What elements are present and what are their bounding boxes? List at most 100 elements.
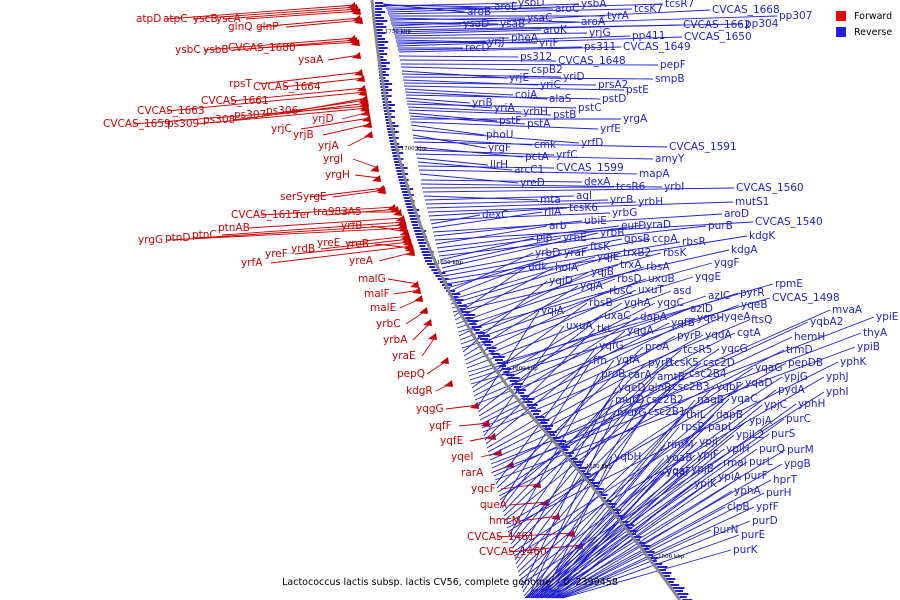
reverse-gene-label: proB <box>601 368 625 380</box>
rev-leader-line <box>527 412 616 599</box>
reverse-gene-label: pstE <box>626 84 649 96</box>
forward-gene-label: rpsT <box>229 78 252 90</box>
reverse-gene-label: ysbA <box>581 0 607 10</box>
rev-leader-line <box>396 35 631 45</box>
rev-leader-line <box>399 59 557 62</box>
forward-gene-label: yrfB <box>341 220 362 232</box>
forward-feature-arrow <box>400 229 409 236</box>
rev-leader-line <box>556 492 765 599</box>
fwd-leader-line <box>257 17 361 28</box>
reverse-feature-bar <box>375 5 387 7</box>
rev-leader-line <box>550 468 690 599</box>
reverse-gene-label: yqgF <box>714 257 740 269</box>
forward-gene-label: yqfF <box>429 420 452 432</box>
reverse-feature-bar <box>378 68 390 70</box>
rev-leader-line <box>410 124 485 136</box>
legend-reverse-swatch <box>836 27 846 37</box>
rev-leader-line <box>398 46 622 53</box>
rev-leader-line <box>385 7 554 10</box>
reverse-gene-label: phoU <box>486 129 513 141</box>
reverse-gene-label: yqaG <box>755 362 782 374</box>
reverse-gene-label: yrjG <box>589 27 611 39</box>
reverse-gene-label: rbsK <box>663 247 687 259</box>
reverse-gene-label: papL <box>708 421 734 433</box>
rev-leader-line <box>463 285 579 357</box>
reverse-feature-bar <box>410 218 418 220</box>
reverse-feature-bar <box>413 227 423 229</box>
reverse-gene-label: yqeA <box>724 311 751 323</box>
reverse-feature-bar <box>511 383 523 385</box>
reverse-feature-bar <box>592 488 604 490</box>
rev-leader-line <box>481 316 723 429</box>
rev-leader-line <box>476 310 540 409</box>
reverse-feature-bar <box>665 578 676 580</box>
reverse-gene-label: yqaD <box>745 377 772 389</box>
fwd-leader-line <box>194 224 407 239</box>
reverse-feature-bar <box>679 596 687 598</box>
forward-gene-label: ptnD <box>165 232 191 244</box>
rev-leader-line <box>523 399 696 597</box>
forward-feature-arrow <box>360 105 369 112</box>
rev-leader-line <box>398 55 519 58</box>
reverse-gene-label: purS <box>771 428 796 440</box>
fwd-leader-line <box>204 37 356 51</box>
reverse-feature-bar <box>408 212 417 214</box>
reverse-gene-label: ypjF <box>697 449 719 461</box>
fwd-leader-line <box>232 39 358 51</box>
rev-leader-line <box>400 66 530 71</box>
reverse-gene-label: purK <box>733 544 759 556</box>
reverse-gene-label: agl <box>576 190 592 202</box>
reverse-feature-bar <box>650 560 657 562</box>
reverse-gene-label: kdgK <box>749 230 776 242</box>
forward-feature-arrow <box>356 75 365 82</box>
fwd-leader-line <box>354 174 381 179</box>
fwd-leader-line <box>221 221 406 236</box>
reverse-gene-label: ypfF <box>756 501 779 513</box>
rev-leader-line <box>495 345 598 485</box>
rev-leader-line <box>389 17 580 23</box>
reverse-gene-label: yrgF <box>488 142 511 154</box>
reverse-gene-label: cgtA <box>737 327 762 339</box>
rev-leader-line <box>384 2 517 7</box>
reverse-gene-label: carA <box>628 369 653 381</box>
rev-leader-line <box>543 457 665 599</box>
rev-leader-line <box>404 88 514 96</box>
fwd-leader-line <box>322 123 372 136</box>
fwd-leader-line <box>247 217 405 229</box>
reverse-gene-label: pctA <box>525 151 550 163</box>
rev-leader-line <box>423 195 539 201</box>
reverse-gene-label: ypiH <box>726 443 750 455</box>
reverse-feature-bar <box>667 581 674 583</box>
reverse-gene-label: ypiA <box>718 471 742 483</box>
reverse-gene-label: ysaB <box>500 18 525 30</box>
forward-gene-label: yqcF <box>471 483 496 495</box>
rev-leader-line <box>534 426 707 599</box>
backbone-tick-label: 1600 kbp <box>512 366 539 372</box>
forward-feature-arrow <box>364 131 373 138</box>
rev-leader-line <box>439 237 535 261</box>
reverse-gene-label: uxaC <box>604 310 631 322</box>
reverse-gene-label: aroB <box>467 6 491 18</box>
reverse-gene-label: pstF <box>499 115 521 127</box>
rev-leader-line <box>444 241 681 281</box>
reverse-gene-label: yrfC <box>556 149 578 161</box>
reverse-gene-label: yrjE <box>509 72 529 84</box>
backbone-tick-label: 1750 kbp <box>385 29 412 35</box>
reverse-gene-label: CVCAS_1498 <box>772 292 840 304</box>
reverse-feature-bar <box>421 251 434 253</box>
backbone-ticks: 1750 kbp 1700 kbp 1650 kbp 1600 kbp 1550 kbp… <box>385 29 685 560</box>
rev-leader-line <box>487 334 704 453</box>
rev-leader-line <box>446 246 589 289</box>
rev-leader-line <box>486 335 676 449</box>
fwd-leader-line <box>167 227 407 241</box>
reverse-feature-bar <box>403 197 411 199</box>
forward-feature-arrow <box>412 287 421 294</box>
forward-gene-label: yqfE <box>440 435 463 447</box>
reverse-gene-label: yrfD <box>581 137 603 149</box>
reverse-feature-bar <box>375 8 383 10</box>
reverse-gene-label: yphH <box>798 398 825 410</box>
reverse-feature-bar <box>407 209 420 211</box>
rev-leader-line <box>443 238 651 277</box>
fwd-leader-line <box>245 10 361 20</box>
forward-gene-label: yrbA <box>383 334 408 346</box>
